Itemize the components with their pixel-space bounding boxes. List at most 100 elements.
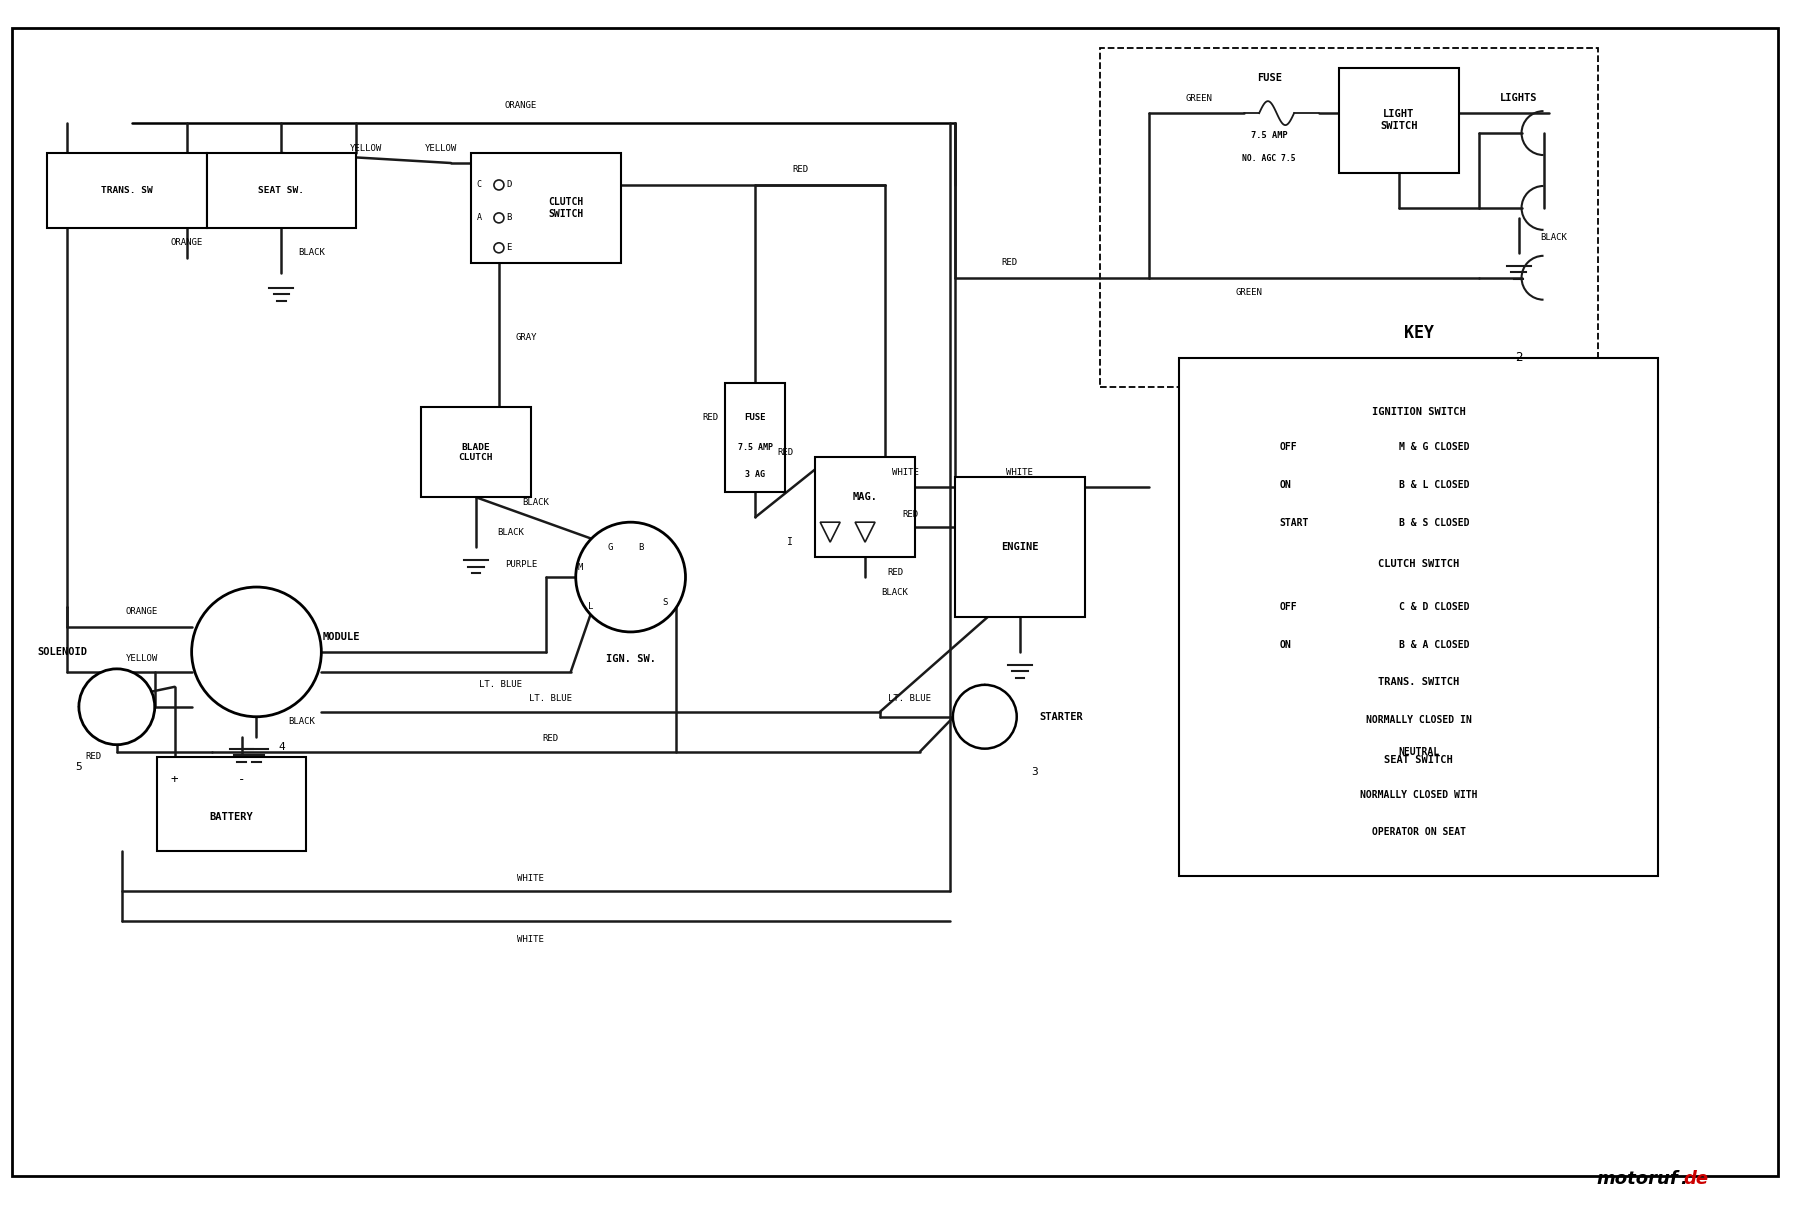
- Text: OPERATOR ON SEAT: OPERATOR ON SEAT: [1372, 828, 1465, 838]
- Text: BLACK: BLACK: [522, 497, 549, 507]
- Circle shape: [493, 243, 504, 252]
- Circle shape: [576, 523, 686, 632]
- Text: C: C: [477, 181, 481, 189]
- Text: FUSE: FUSE: [1256, 74, 1282, 83]
- Text: OFF: OFF: [1280, 602, 1296, 612]
- Text: LT. BLUE: LT. BLUE: [529, 694, 572, 704]
- Text: FUSE: FUSE: [745, 413, 767, 422]
- Bar: [725, 383, 785, 492]
- Text: GRAY: GRAY: [515, 333, 536, 342]
- Text: SEAT SWITCH: SEAT SWITCH: [1384, 754, 1453, 765]
- Text: E: E: [506, 244, 511, 252]
- Bar: [1339, 69, 1458, 173]
- Text: RED: RED: [702, 413, 718, 422]
- Text: LT. BLUE: LT. BLUE: [889, 694, 931, 704]
- Text: M: M: [578, 562, 583, 572]
- Text: TRANS. SWITCH: TRANS. SWITCH: [1379, 677, 1460, 687]
- Text: 7.5 AMP: 7.5 AMP: [738, 443, 772, 451]
- Text: MAG.: MAG.: [853, 492, 878, 502]
- Text: GREEN: GREEN: [1237, 288, 1262, 297]
- Text: NO. AGC 7.5: NO. AGC 7.5: [1242, 153, 1296, 163]
- Text: 4: 4: [277, 741, 284, 752]
- Text: +: +: [171, 774, 178, 786]
- Text: motoruf: motoruf: [1597, 1170, 1678, 1188]
- Text: S: S: [662, 597, 668, 606]
- Text: 7.5 AMP: 7.5 AMP: [1251, 130, 1287, 140]
- Bar: [47, 153, 207, 228]
- Text: ORANGE: ORANGE: [171, 238, 203, 247]
- Text: L: L: [589, 602, 594, 612]
- Text: BLACK: BLACK: [1541, 233, 1568, 243]
- Text: ORANGE: ORANGE: [504, 100, 536, 110]
- Bar: [1100, 48, 1598, 387]
- Text: ORANGE: ORANGE: [126, 607, 158, 617]
- Text: OFF: OFF: [1280, 442, 1296, 453]
- Text: BLACK: BLACK: [497, 527, 524, 537]
- Text: B & A CLOSED: B & A CLOSED: [1399, 640, 1469, 649]
- Text: I: I: [787, 537, 794, 547]
- Text: RED: RED: [544, 734, 558, 744]
- Text: YELLOW: YELLOW: [126, 654, 158, 664]
- Text: YELLOW: YELLOW: [425, 144, 457, 152]
- Text: YELLOW: YELLOW: [351, 144, 382, 152]
- Text: G: G: [608, 543, 614, 552]
- Text: WHITE: WHITE: [1006, 468, 1033, 477]
- Text: A: A: [477, 214, 481, 222]
- Text: SEAT SW.: SEAT SW.: [259, 186, 304, 196]
- Circle shape: [952, 684, 1017, 748]
- Text: BLACK: BLACK: [299, 249, 324, 257]
- Text: 5: 5: [76, 762, 83, 771]
- Circle shape: [493, 180, 504, 189]
- Text: -: -: [238, 774, 245, 786]
- Text: WHITE: WHITE: [517, 934, 544, 944]
- Text: 2: 2: [1516, 351, 1523, 365]
- Polygon shape: [821, 523, 841, 542]
- Text: STARTER: STARTER: [1040, 712, 1084, 722]
- Text: NORMALLY CLOSED IN: NORMALLY CLOSED IN: [1366, 715, 1472, 724]
- Text: LIGHT
SWITCH: LIGHT SWITCH: [1381, 110, 1418, 130]
- Text: de: de: [1683, 1170, 1708, 1188]
- Text: M & G CLOSED: M & G CLOSED: [1399, 442, 1469, 453]
- Bar: [815, 457, 914, 558]
- Bar: [421, 408, 531, 497]
- Text: IGN. SW.: IGN. SW.: [605, 654, 655, 664]
- Text: B: B: [506, 214, 511, 222]
- Text: LIGHTS: LIGHTS: [1499, 93, 1537, 103]
- Circle shape: [493, 212, 504, 223]
- Text: SOLENOID: SOLENOID: [38, 647, 86, 657]
- Text: RED: RED: [778, 448, 794, 456]
- Text: .: .: [1679, 1170, 1687, 1188]
- Text: WHITE: WHITE: [891, 468, 918, 477]
- Text: B & L CLOSED: B & L CLOSED: [1399, 480, 1469, 490]
- Text: RED: RED: [887, 567, 904, 577]
- Text: IGNITION SWITCH: IGNITION SWITCH: [1372, 408, 1465, 418]
- Text: BATTERY: BATTERY: [209, 811, 254, 822]
- Text: BLADE
CLUTCH: BLADE CLUTCH: [459, 443, 493, 462]
- Text: MODULE: MODULE: [322, 632, 360, 642]
- Text: RED: RED: [792, 165, 808, 175]
- Text: C & D CLOSED: C & D CLOSED: [1399, 602, 1469, 612]
- Text: RED: RED: [902, 509, 918, 519]
- Bar: [207, 153, 356, 228]
- Text: 3 AG: 3 AG: [745, 470, 765, 479]
- Text: KEY: KEY: [1404, 323, 1435, 342]
- Text: GREEN: GREEN: [1186, 94, 1213, 103]
- Text: NORMALLY CLOSED WITH: NORMALLY CLOSED WITH: [1361, 789, 1478, 799]
- Bar: [472, 153, 621, 263]
- Text: TRANS. SW: TRANS. SW: [101, 186, 153, 196]
- Text: RED: RED: [86, 752, 103, 762]
- Text: B: B: [637, 543, 643, 552]
- Text: PURPLE: PURPLE: [504, 560, 536, 568]
- Text: ON: ON: [1280, 640, 1291, 649]
- Bar: [954, 477, 1085, 617]
- Circle shape: [79, 669, 155, 745]
- Bar: [157, 757, 306, 851]
- Text: CLUTCH
SWITCH: CLUTCH SWITCH: [549, 197, 583, 218]
- Text: D: D: [506, 181, 511, 189]
- Text: BLACK: BLACK: [882, 588, 909, 596]
- Text: BLACK: BLACK: [288, 717, 315, 727]
- Polygon shape: [855, 523, 875, 542]
- Circle shape: [191, 587, 322, 717]
- Text: ENGINE: ENGINE: [1001, 542, 1039, 552]
- Bar: [1179, 357, 1658, 876]
